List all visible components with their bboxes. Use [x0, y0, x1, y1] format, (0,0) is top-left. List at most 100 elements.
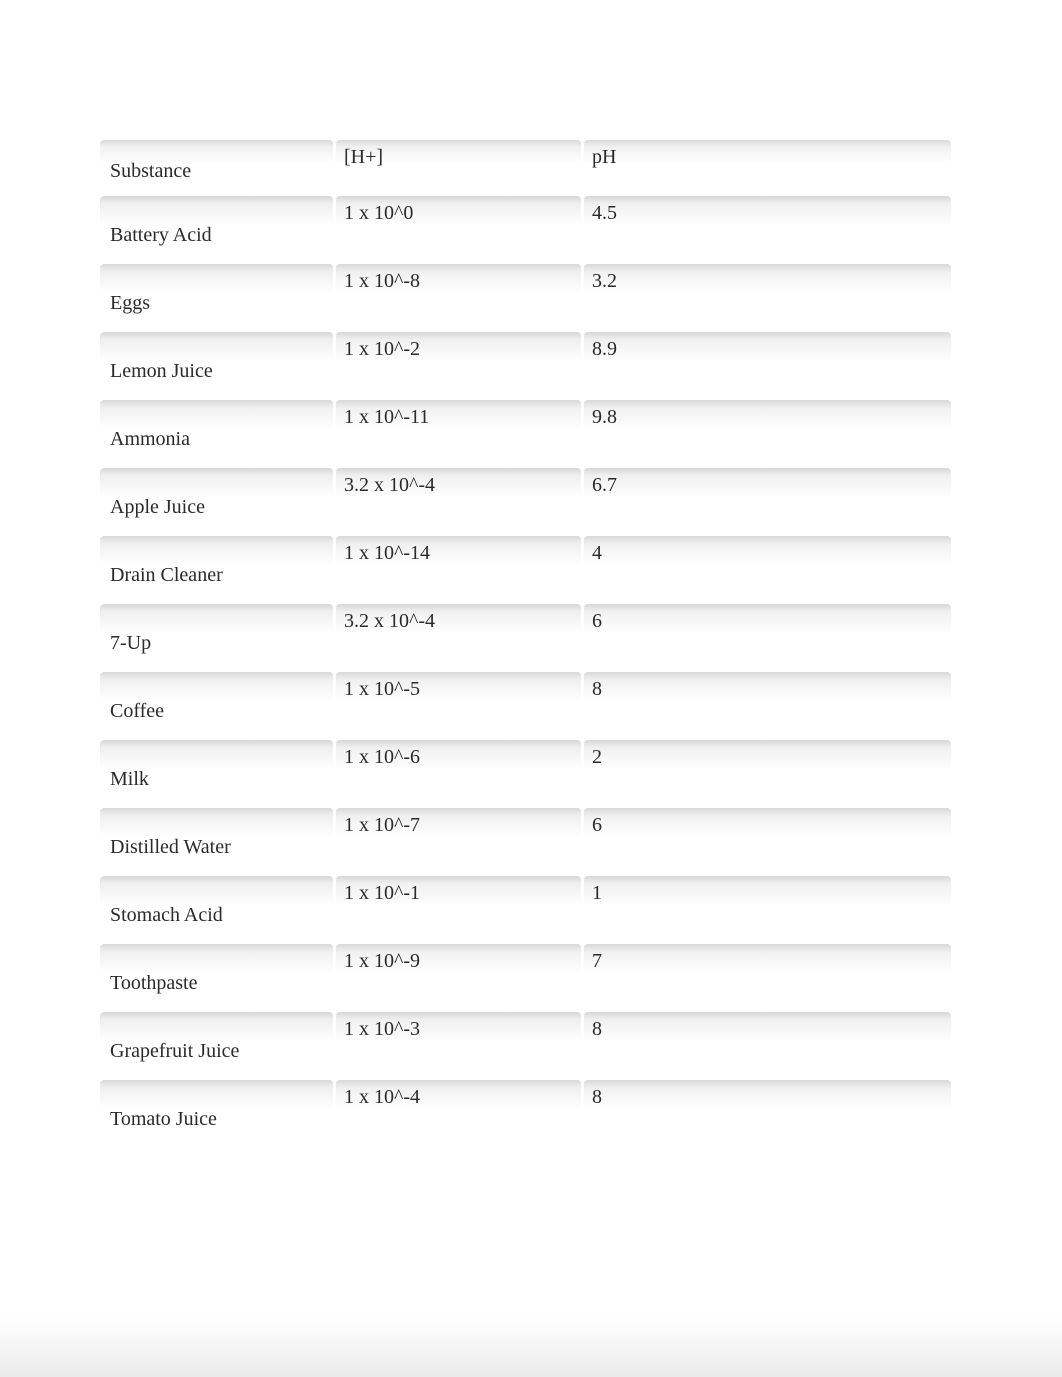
- h-value: 1 x 10^-8: [344, 270, 420, 292]
- ph-table: Substance [H+] pH Battery Acid 1 x 10^0 …: [100, 140, 962, 1145]
- ph-value: 2: [592, 746, 602, 768]
- substance-value: Milk: [110, 768, 149, 791]
- substance-value: Drain Cleaner: [110, 564, 223, 587]
- cell-substance: Grapefruit Juice: [100, 1012, 333, 1077]
- h-value: 3.2 x 10^-4: [344, 474, 435, 496]
- cell-substance: Eggs: [100, 264, 333, 329]
- h-value: 1 x 10^-9: [344, 950, 420, 972]
- table-row: Apple Juice 3.2 x 10^-4 6.7: [100, 468, 962, 533]
- cell-h-concentration: 1 x 10^-3: [336, 1012, 581, 1077]
- table-row: Coffee 1 x 10^-5 8: [100, 672, 962, 737]
- h-value: 1 x 10^-4: [344, 1086, 420, 1108]
- cell-h-concentration: 3.2 x 10^-4: [336, 604, 581, 669]
- h-value: 1 x 10^-11: [344, 406, 429, 428]
- header-substance: Substance: [100, 140, 333, 193]
- h-value: 1 x 10^-2: [344, 338, 420, 360]
- cell-ph: 7: [584, 944, 951, 1009]
- table-row: 7-Up 3.2 x 10^-4 6: [100, 604, 962, 669]
- ph-value: 8: [592, 1018, 602, 1040]
- cell-h-concentration: 1 x 10^-4: [336, 1080, 581, 1145]
- cell-ph: 6: [584, 808, 951, 873]
- cell-ph: 3.2: [584, 264, 951, 329]
- cell-substance: Battery Acid: [100, 196, 333, 261]
- cell-h-concentration: 1 x 10^-9: [336, 944, 581, 1009]
- h-value: 1 x 10^-3: [344, 1018, 420, 1040]
- substance-value: Tomato Juice: [110, 1108, 217, 1131]
- table-row: Stomach Acid 1 x 10^-1 1: [100, 876, 962, 941]
- cell-ph: 8: [584, 672, 951, 737]
- table-row: Eggs 1 x 10^-8 3.2: [100, 264, 962, 329]
- substance-value: Coffee: [110, 700, 164, 723]
- cell-ph: 4: [584, 536, 951, 601]
- cell-h-concentration: 1 x 10^-14: [336, 536, 581, 601]
- h-value: 1 x 10^-6: [344, 746, 420, 768]
- cell-ph: 8: [584, 1012, 951, 1077]
- cell-h-concentration: 1 x 10^-7: [336, 808, 581, 873]
- cell-ph: 9.8: [584, 400, 951, 465]
- table-row: Toothpaste 1 x 10^-9 7: [100, 944, 962, 1009]
- cell-ph: 1: [584, 876, 951, 941]
- page-bottom-shadow: [0, 1317, 1062, 1377]
- table-header-row: Substance [H+] pH: [100, 140, 962, 193]
- ph-value: 1: [592, 882, 602, 904]
- table-row: Battery Acid 1 x 10^0 4.5: [100, 196, 962, 261]
- cell-h-concentration: 1 x 10^-1: [336, 876, 581, 941]
- cell-substance: 7-Up: [100, 604, 333, 669]
- cell-h-concentration: 1 x 10^-5: [336, 672, 581, 737]
- ph-value: 8.9: [592, 338, 617, 360]
- cell-substance: Tomato Juice: [100, 1080, 333, 1145]
- substance-value: Toothpaste: [110, 972, 197, 995]
- ph-value: 4.5: [592, 202, 617, 224]
- cell-substance: Toothpaste: [100, 944, 333, 1009]
- substance-value: Ammonia: [110, 428, 190, 451]
- h-value: 1 x 10^-1: [344, 882, 420, 904]
- table-row: Grapefruit Juice 1 x 10^-3 8: [100, 1012, 962, 1077]
- substance-value: Distilled Water: [110, 836, 231, 859]
- header-substance-label: Substance: [110, 160, 191, 183]
- cell-substance: Stomach Acid: [100, 876, 333, 941]
- header-ph-label: pH: [592, 146, 616, 168]
- cell-h-concentration: 1 x 10^-11: [336, 400, 581, 465]
- h-value: 1 x 10^0: [344, 202, 413, 224]
- ph-value: 6: [592, 814, 602, 836]
- cell-substance: Milk: [100, 740, 333, 805]
- table-row: Ammonia 1 x 10^-11 9.8: [100, 400, 962, 465]
- header-h-label: [H+]: [344, 146, 383, 168]
- ph-value: 6: [592, 610, 602, 632]
- table-row: Lemon Juice 1 x 10^-2 8.9: [100, 332, 962, 397]
- cell-h-concentration: 1 x 10^-8: [336, 264, 581, 329]
- h-value: 3.2 x 10^-4: [344, 610, 435, 632]
- cell-h-concentration: 1 x 10^0: [336, 196, 581, 261]
- cell-substance: Coffee: [100, 672, 333, 737]
- cell-h-concentration: 1 x 10^-6: [336, 740, 581, 805]
- h-value: 1 x 10^-5: [344, 678, 420, 700]
- h-value: 1 x 10^-7: [344, 814, 420, 836]
- substance-value: Grapefruit Juice: [110, 1040, 239, 1063]
- cell-substance: Ammonia: [100, 400, 333, 465]
- cell-h-concentration: 3.2 x 10^-4: [336, 468, 581, 533]
- ph-value: 4: [592, 542, 602, 564]
- substance-value: Eggs: [110, 292, 150, 315]
- substance-value: Apple Juice: [110, 496, 205, 519]
- cell-substance: Lemon Juice: [100, 332, 333, 397]
- cell-substance: Drain Cleaner: [100, 536, 333, 601]
- cell-h-concentration: 1 x 10^-2: [336, 332, 581, 397]
- ph-value: 8: [592, 1086, 602, 1108]
- cell-ph: 2: [584, 740, 951, 805]
- ph-value: 9.8: [592, 406, 617, 428]
- cell-ph: 6: [584, 604, 951, 669]
- cell-substance: Distilled Water: [100, 808, 333, 873]
- table-row: Milk 1 x 10^-6 2: [100, 740, 962, 805]
- cell-ph: 8.9: [584, 332, 951, 397]
- h-value: 1 x 10^-14: [344, 542, 430, 564]
- cell-ph: 6.7: [584, 468, 951, 533]
- table-row: Drain Cleaner 1 x 10^-14 4: [100, 536, 962, 601]
- ph-value: 8: [592, 678, 602, 700]
- substance-value: 7-Up: [110, 632, 151, 655]
- header-ph: pH: [584, 140, 951, 193]
- substance-value: Battery Acid: [110, 224, 212, 247]
- ph-value: 3.2: [592, 270, 617, 292]
- header-h-concentration: [H+]: [336, 140, 581, 193]
- cell-ph: 4.5: [584, 196, 951, 261]
- ph-value: 6.7: [592, 474, 617, 496]
